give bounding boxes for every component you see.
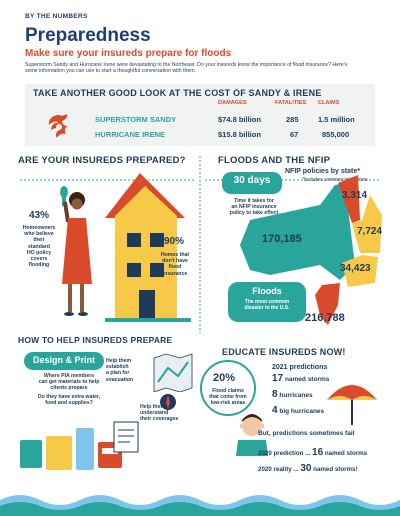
- sandy-label: SUPERSTORM SANDY: [95, 115, 177, 124]
- compass-icon: [160, 394, 176, 410]
- help-heading: HOW TO HELP INSUREDS PREPARE: [18, 335, 173, 345]
- irene-damages: $15.8 billion: [218, 130, 261, 139]
- sandy-fatalities: 285: [286, 115, 299, 124]
- cost-heading: TAKE ANOTHER GOOD LOOK AT THE COST OF SA…: [33, 88, 322, 98]
- intro-text: Superstorm Sandy and Hurricane Irene wer…: [25, 62, 348, 75]
- stat-90-text: Homes that don't have flood insurance: [160, 252, 190, 277]
- irene-fatalities: 67: [290, 130, 299, 139]
- supplies-text: Do they have extra water, food and suppli…: [37, 394, 101, 407]
- northeast-map: [240, 175, 382, 325]
- house-illustration: [105, 173, 191, 322]
- days-badge: 30 days: [222, 172, 282, 194]
- hurricane-icon: [48, 114, 68, 138]
- pred-2020: 2020 prediction ... 16 named storms: [258, 447, 368, 458]
- policies-title: NFIP policies by state*: [285, 168, 360, 175]
- design-print-badge: Design & Print: [24, 352, 104, 370]
- umbrella-icon: [327, 385, 377, 425]
- fail-text: But, predictions sometimes fail: [258, 430, 355, 437]
- kicker: BY THE NUMBERS: [25, 13, 88, 20]
- man-figure: [236, 414, 268, 456]
- ct-policies: 34,423: [340, 263, 371, 274]
- stat-43-text: Homeowners who believe their standard HO pol…: [22, 225, 56, 269]
- ny-policies: 170,185: [262, 233, 302, 245]
- stat-20-circle: [200, 360, 256, 416]
- stat-20-text: Flood claims that come from low-risk areas: [209, 388, 247, 407]
- ma-policies: 7,724: [357, 226, 383, 237]
- evacuation-map-icon: [153, 353, 193, 392]
- sandy-damages: $74.8 billion: [218, 115, 261, 124]
- irene-claims: 855,000: [322, 130, 350, 139]
- predictions-title: 2021 predictions: [272, 364, 328, 371]
- plan-text: Help them establish a plan for evacuation: [106, 358, 134, 383]
- page-title: Preparedness: [25, 25, 151, 46]
- pred-row-hurricanes: 8 hurricanes: [272, 389, 313, 400]
- days-text: Time it takes for an NFIP insurance policy…: [229, 198, 279, 217]
- page-subtitle: Make sure your insureds prepare for floo…: [25, 48, 232, 59]
- pred-row-big: 4 big hurricanes: [272, 405, 325, 416]
- prepared-heading: ARE YOUR INSUREDS PREPARED?: [18, 155, 186, 166]
- real-2020: 2020 reality ... 30 named storms!: [258, 463, 358, 474]
- cost-panel: [25, 84, 375, 146]
- design-text: Where PIA members can get materials to he…: [38, 373, 100, 392]
- woman-figure: [60, 186, 92, 316]
- supplies-illustration: [20, 428, 122, 470]
- stat-20: 20%: [213, 372, 236, 384]
- col-claims: CLAIMS: [318, 100, 340, 106]
- vt-policies: 3,314: [342, 190, 368, 201]
- floods-text: The most common disaster in the U.S.: [244, 299, 290, 311]
- col-damages: DAMAGES: [218, 100, 247, 106]
- document-icon: [113, 421, 139, 453]
- stat-90: 90%: [164, 236, 185, 247]
- stat-43: 43%: [29, 210, 50, 221]
- pred-row-storms: 17 named storms: [272, 373, 330, 384]
- floods-badge: [228, 282, 306, 322]
- policies-note: *Includes commercial policies: [302, 177, 368, 183]
- coverage-text: Help them understand their coverages: [140, 404, 179, 423]
- sandy-claims: 1.5 million: [318, 115, 355, 124]
- col-fatalities: FATALITIES: [275, 100, 307, 106]
- nj-policies: 216,788: [305, 312, 345, 324]
- irene-label: HURRICANE IRENE: [95, 130, 166, 139]
- nfip-heading: FLOODS AND THE NFIP: [218, 155, 331, 166]
- wave-footer: [0, 495, 400, 516]
- educate-heading: EDUCATE INSUREDS NOW!: [222, 347, 346, 357]
- floods-title: Floods: [252, 286, 282, 296]
